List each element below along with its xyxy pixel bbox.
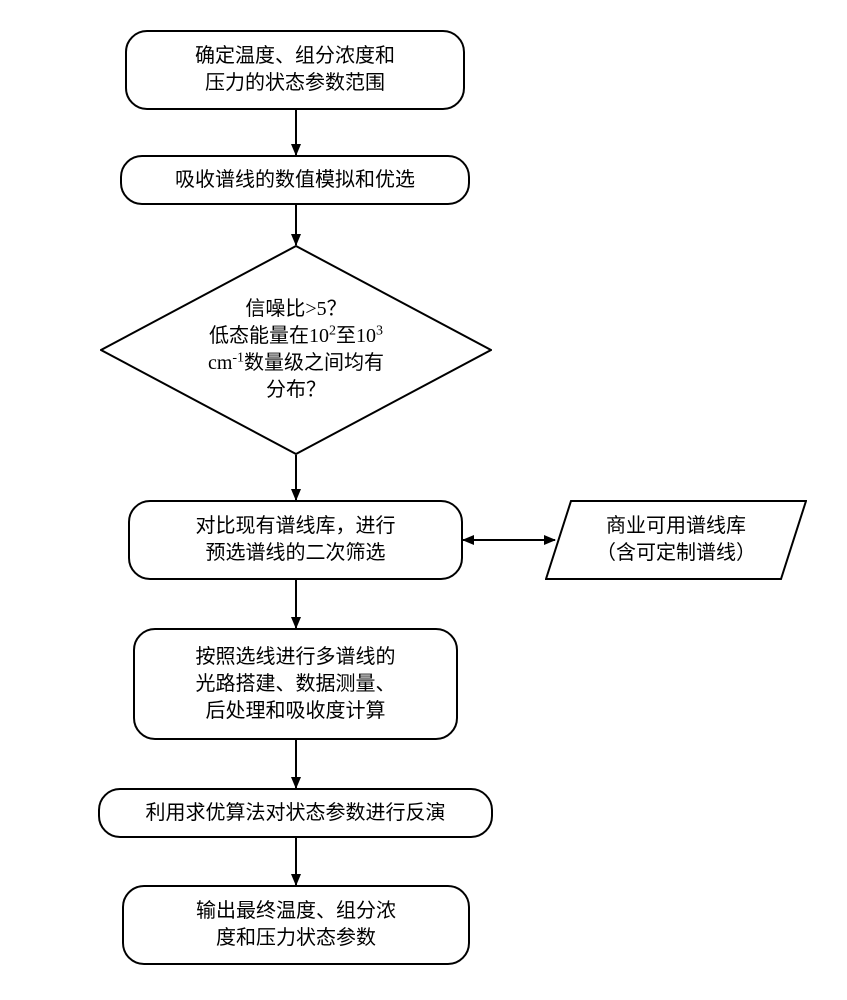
- decision-snr-energy: 信噪比>5？ 低态能量在102至103 cm-1数量级之间均有 分布？: [100, 245, 492, 455]
- para-text: 商业可用谱线库 （含可定制谱线）: [596, 513, 756, 567]
- text-line: 对比现有谱线库，进行: [196, 513, 396, 540]
- text-line: 确定温度、组分浓度和: [195, 43, 395, 70]
- step-inversion-algorithm: 利用求优算法对状态参数进行反演: [98, 788, 493, 838]
- step-output-results: 输出最终温度、组分浓 度和压力状态参数: [122, 885, 470, 965]
- text-line: 低态能量在102至103: [209, 325, 383, 347]
- text-line: 吸收谱线的数值模拟和优选: [175, 167, 415, 194]
- decision-text: 信噪比>5？ 低态能量在102至103 cm-1数量级之间均有 分布？: [168, 296, 424, 404]
- text-line: 光路搭建、数据测量、: [196, 671, 396, 698]
- text-line: 后处理和吸收度计算: [206, 698, 386, 725]
- data-commercial-library: 商业可用谱线库 （含可定制谱线）: [545, 500, 807, 580]
- step-build-measure-process: 按照选线进行多谱线的 光路搭建、数据测量、 后处理和吸收度计算: [133, 628, 458, 740]
- step-secondary-filter: 对比现有谱线库，进行 预选谱线的二次筛选: [128, 500, 463, 580]
- text-line: 输出最终温度、组分浓: [196, 898, 396, 925]
- text-line: 度和压力状态参数: [216, 925, 376, 952]
- text-line: 分布？: [266, 379, 326, 401]
- text-line: 商业可用谱线库: [606, 515, 746, 537]
- text-line: 按照选线进行多谱线的: [196, 644, 396, 671]
- text-line: 压力的状态参数范围: [205, 70, 385, 97]
- text-line: 信噪比>5？: [245, 298, 346, 320]
- flowchart-canvas: 确定温度、组分浓度和 压力的状态参数范围 吸收谱线的数值模拟和优选 信噪比>5？…: [0, 0, 847, 1000]
- step-simulate-and-select: 吸收谱线的数值模拟和优选: [120, 155, 470, 205]
- text-line: 利用求优算法对状态参数进行反演: [146, 800, 446, 827]
- text-line: （含可定制谱线）: [596, 542, 756, 564]
- text-line: cm-1数量级之间均有: [208, 352, 384, 374]
- text-line: 预选谱线的二次筛选: [206, 540, 386, 567]
- step-define-parameters: 确定温度、组分浓度和 压力的状态参数范围: [125, 30, 465, 110]
